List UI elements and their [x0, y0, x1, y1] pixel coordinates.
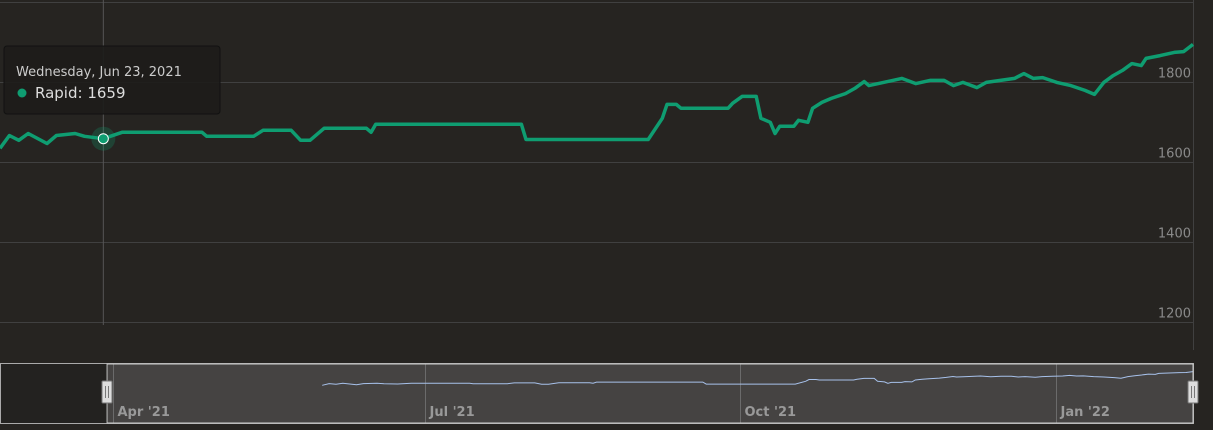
navigator-tick-label: Apr '21 [118, 405, 170, 420]
tooltip-box [3, 45, 221, 115]
navigator-tick-label: Jan '22 [1060, 405, 1110, 420]
y-tick-label: 1200 [1158, 307, 1191, 322]
navigator-tick-label: Jul '21 [429, 405, 475, 420]
y-tick-label: 1400 [1158, 227, 1191, 242]
navigator-handle[interactable] [101, 380, 113, 404]
hover-point [97, 133, 109, 145]
tooltip-dot [17, 88, 27, 98]
navigator-mask [1, 364, 107, 423]
y-tick-label: 1600 [1158, 147, 1191, 162]
navigator-selection [106, 363, 1194, 424]
line-series [0, 43, 1195, 150]
navigator-line [322, 371, 1194, 386]
tooltip-date: Wednesday, Jun 23, 2021 [16, 65, 182, 80]
tooltip-value: Rapid: 1659 [35, 84, 126, 102]
navigator-handle[interactable] [1187, 380, 1199, 404]
navigator-tick-label: Oct '21 [745, 405, 797, 420]
y-tick-label: 1800 [1158, 67, 1191, 82]
navigator[interactable] [0, 363, 1194, 424]
tooltip: Wednesday, Jun 23, 2021 Rapid: 1659 [3, 45, 221, 115]
